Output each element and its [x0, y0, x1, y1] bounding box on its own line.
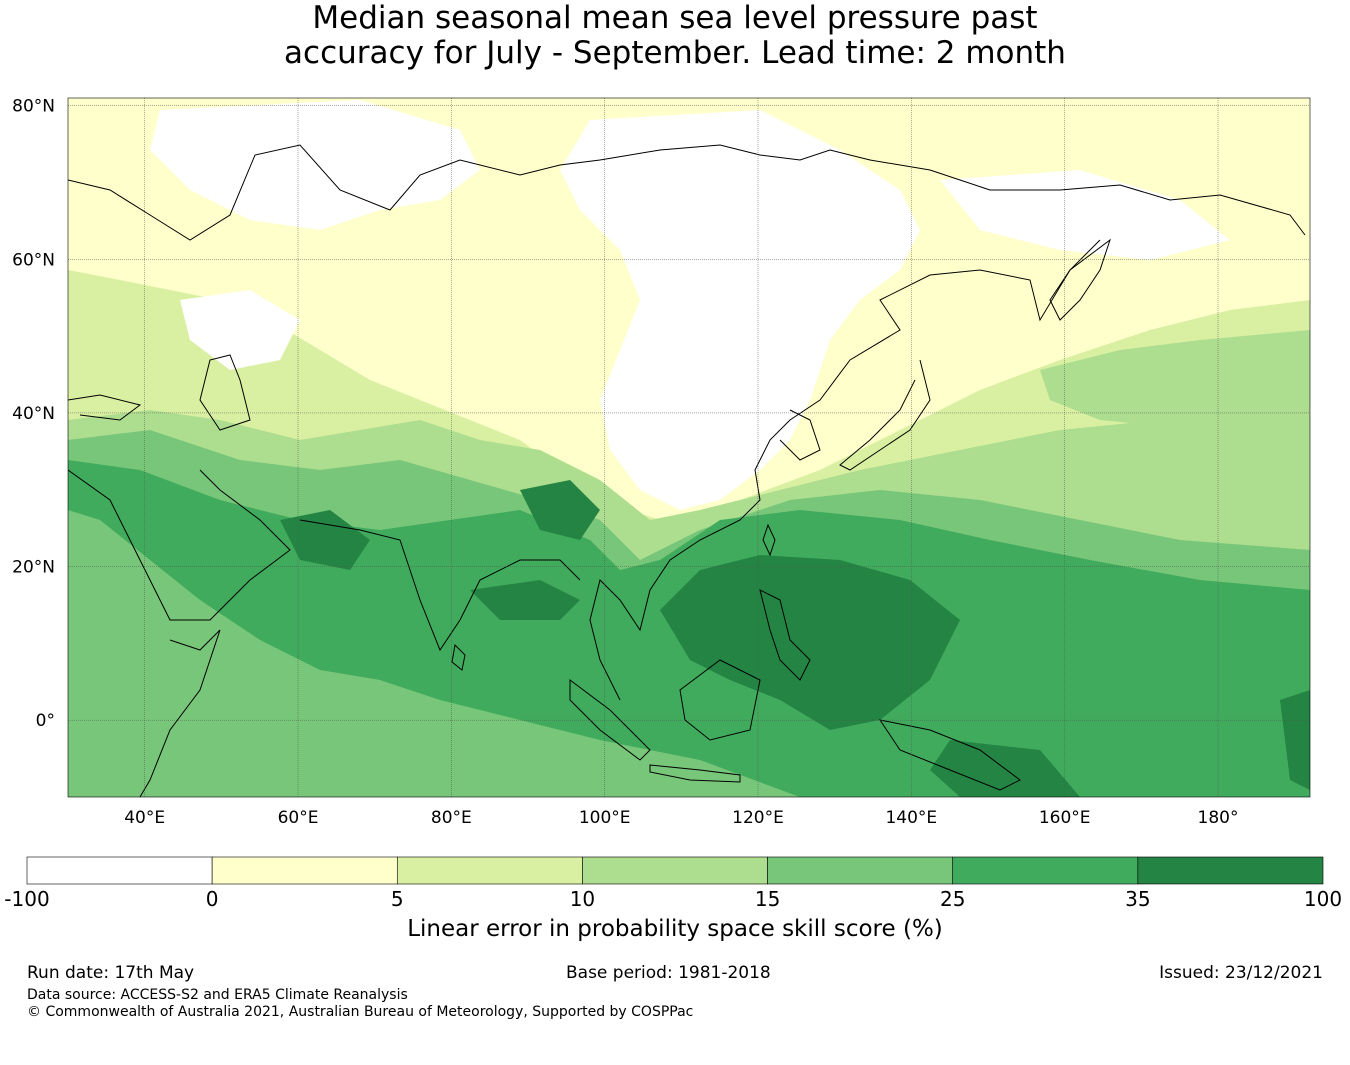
- region-10-15-pacific-north: [1040, 330, 1310, 430]
- coastline-india: [299, 519, 581, 652]
- coastline-arabia: [68, 469, 291, 621]
- colorbar-segment: [396, 856, 583, 885]
- colorbar-segment: [26, 856, 213, 885]
- colorbar-tick-label: 0: [206, 887, 219, 911]
- lat-tick-label: 40°N: [12, 404, 55, 424]
- coastline-africa: [139, 629, 221, 797]
- coastline-taiwan: [762, 523, 776, 557]
- colorbar-tick-label: 35: [1125, 887, 1150, 911]
- skill-score-field: [68, 98, 1310, 797]
- lon-tick-label: 180°: [1198, 808, 1239, 828]
- colorbar-tick-label: 100: [1304, 887, 1342, 911]
- lon-tick-label: 140°E: [885, 808, 937, 828]
- lon-tick-label: 120°E: [732, 808, 784, 828]
- region-negative-north-asia: [560, 110, 920, 510]
- lat-tick-label: 0°: [36, 711, 55, 731]
- map-frame: [67, 97, 1311, 798]
- lon-tick-label: 40°E: [124, 808, 165, 828]
- colorbar-segment: [211, 856, 398, 885]
- coastline-sri-lanka: [451, 643, 466, 671]
- colorbar-tick-label: -100: [4, 887, 49, 911]
- lat-tick-label: 80°N: [12, 97, 55, 117]
- lon-tick-label: 100°E: [579, 808, 631, 828]
- coastline-japan: [839, 359, 931, 471]
- colorbar-segment: [582, 856, 768, 885]
- lon-tick-label: 60°E: [278, 808, 319, 828]
- data-source: Data source: ACCESS-S2 and ERA5 Climate …: [27, 987, 408, 1003]
- latitude-labels: 80°N 60°N 40°N 20°N 0°: [12, 97, 55, 732]
- coastline-philippines: [759, 589, 811, 681]
- coastline-arctic: [68, 144, 1306, 241]
- coastline-korea: [779, 409, 821, 461]
- colorbar: [26, 856, 1324, 885]
- coastline-java: [649, 764, 741, 783]
- colorbar-tick-label: 25: [940, 887, 965, 911]
- run-date: Run date: 17th May: [27, 963, 195, 983]
- colorbar-label: Linear error in probability space skill …: [407, 916, 943, 942]
- skill-score-map: 80°N 60°N 40°N 20°N 0° 40°E 60°E 80°E 100°E 120°…: [4, 97, 1342, 911]
- base-period: Base period: 1981-2018: [566, 963, 771, 983]
- coastline-black-sea: [68, 394, 142, 421]
- copyright: © Commonwealth of Australia 2021, Austra…: [27, 1004, 694, 1020]
- region-35-100-tibet: [520, 480, 600, 540]
- region-35-100-west-pacific: [660, 555, 960, 730]
- coastline-kamchatka: [1049, 238, 1111, 321]
- issued-date: Issued: 23/12/2021: [1159, 963, 1323, 983]
- lat-tick-label: 20°N: [12, 558, 55, 578]
- colorbar-segment: [1137, 856, 1324, 885]
- coastline-caspian: [199, 354, 251, 431]
- colorbar-tick-label: 5: [391, 887, 404, 911]
- lon-tick-label: 80°E: [431, 808, 472, 828]
- map-title-line-1: Median seasonal mean sea level pressure …: [312, 0, 1038, 36]
- region-negative-east: [940, 170, 1230, 260]
- region-negative-west-siberia: [150, 100, 480, 230]
- region-35-100-east-edge: [1280, 690, 1310, 790]
- longitude-labels: 40°E 60°E 80°E 100°E 120°E 140°E 160°E 180°: [124, 808, 1238, 828]
- coastlines: [68, 144, 1306, 797]
- coastline-new-guinea: [878, 719, 1021, 791]
- region-35-100-bay-bengal: [470, 580, 580, 620]
- map-title-line-2: accuracy for July - September. Lead time…: [284, 35, 1066, 71]
- colorbar-tick-label: 15: [755, 887, 780, 911]
- region-negative-caspian: [180, 290, 300, 370]
- colorbar-segment: [767, 856, 954, 885]
- lat-tick-label: 60°N: [12, 250, 55, 270]
- graticule: [68, 98, 1310, 797]
- region-35-100-arabian-sea: [280, 510, 370, 570]
- lon-tick-label: 160°E: [1039, 808, 1091, 828]
- coastline-sumatra: [569, 679, 651, 761]
- colorbar-tick-labels: -100 0 5 10 15 25 35 100: [4, 887, 1342, 911]
- colorbar-tick-label: 10: [570, 887, 595, 911]
- colorbar-segment: [952, 856, 1139, 885]
- coastline-pacific-asia: [589, 239, 1101, 701]
